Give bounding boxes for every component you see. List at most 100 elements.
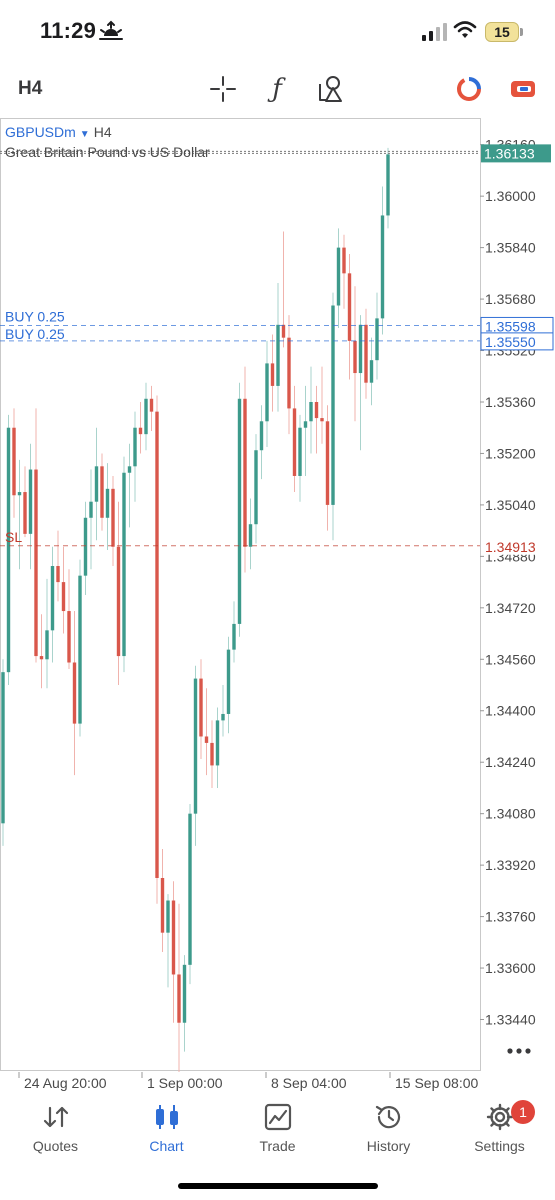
candle-bull[interactable] xyxy=(166,900,170,933)
order-price-tag xyxy=(481,537,553,555)
one-click-trading-icon[interactable] xyxy=(452,72,486,106)
candle-bull[interactable] xyxy=(254,450,258,525)
candle-bear[interactable] xyxy=(171,900,176,975)
order-price-label: 1.35598 xyxy=(485,318,536,334)
tab-quotes[interactable]: Quotes xyxy=(0,1100,111,1162)
candle-bull[interactable] xyxy=(94,466,99,502)
candle-bear[interactable] xyxy=(347,273,352,341)
candle-bull[interactable] xyxy=(182,964,187,1023)
candle-bull[interactable] xyxy=(265,363,269,422)
signal-icon xyxy=(422,23,447,41)
candle-bear[interactable] xyxy=(100,466,104,518)
y-tick-label: 1.34080 xyxy=(485,806,536,822)
candle-bull[interactable] xyxy=(221,713,225,721)
candle-bear[interactable] xyxy=(160,877,165,933)
tab-chart[interactable]: Chart xyxy=(111,1100,222,1162)
candle-bear[interactable] xyxy=(204,736,209,743)
candle-bull[interactable] xyxy=(331,305,335,505)
candle-bull[interactable] xyxy=(309,401,313,422)
chart-area[interactable]: 1.361601.360001.358401.356801.355201.353… xyxy=(0,118,555,1072)
candle-bull[interactable] xyxy=(369,360,374,383)
candle-bull[interactable] xyxy=(127,466,132,473)
candle-bull[interactable] xyxy=(298,427,302,476)
candle-bear[interactable] xyxy=(243,398,247,547)
symbol-dropdown-icon[interactable]: ▼ xyxy=(79,129,90,140)
candle-bear[interactable] xyxy=(199,678,203,737)
more-icon[interactable] xyxy=(506,1044,532,1058)
accounts-icon[interactable] xyxy=(506,72,540,106)
objects-icon[interactable] xyxy=(314,72,348,106)
candle-bear[interactable] xyxy=(12,427,16,496)
candle-bull[interactable] xyxy=(83,517,88,576)
candle-bear[interactable] xyxy=(72,662,77,724)
candlestick-chart[interactable]: 1.361601.360001.358401.356801.355201.353… xyxy=(0,118,555,1072)
candle-bull[interactable] xyxy=(193,678,198,814)
candle-bear[interactable] xyxy=(342,247,346,274)
home-indicator[interactable] xyxy=(178,1183,378,1189)
candle-bear[interactable] xyxy=(353,340,357,374)
candle-bull[interactable] xyxy=(386,154,390,216)
candle-bull[interactable] xyxy=(28,469,33,534)
candle-bear[interactable] xyxy=(287,337,291,409)
candle-bull[interactable] xyxy=(232,623,236,650)
candle-bull[interactable] xyxy=(358,324,363,374)
candle-bull[interactable] xyxy=(105,488,110,518)
candle-bull[interactable] xyxy=(188,813,192,965)
candle-bear[interactable] xyxy=(325,421,330,505)
candle-bear[interactable] xyxy=(111,488,115,547)
candle-bull[interactable] xyxy=(259,421,264,451)
candle-bear[interactable] xyxy=(314,401,319,419)
tab-settings[interactable]: Settings 1 xyxy=(444,1100,555,1162)
crosshair-icon[interactable] xyxy=(206,72,240,106)
x-tick-label: 15 Sep 08:00 xyxy=(395,1075,479,1091)
candle-bull[interactable] xyxy=(380,215,385,319)
y-tick-label: 1.34560 xyxy=(485,651,536,667)
y-tick-label: 1.34720 xyxy=(485,600,536,616)
candle-bear[interactable] xyxy=(56,566,60,583)
candle-bear[interactable] xyxy=(61,582,66,612)
candle-bear[interactable] xyxy=(292,408,297,476)
candle-bear[interactable] xyxy=(210,742,214,766)
candle-bull[interactable] xyxy=(133,427,137,467)
candle-bear[interactable] xyxy=(364,324,368,383)
candle-bear[interactable] xyxy=(177,974,181,1023)
symbol-header[interactable]: GBPUSDm ▼ H4 xyxy=(5,124,112,140)
candle-bear[interactable] xyxy=(116,546,121,657)
candle-bull[interactable] xyxy=(226,649,231,714)
candle-bear[interactable] xyxy=(270,363,275,386)
tab-label: History xyxy=(366,1138,411,1154)
tab-history[interactable]: History xyxy=(333,1100,444,1162)
candle-bull[interactable] xyxy=(276,324,280,386)
candle-bull[interactable] xyxy=(248,524,253,547)
timeframe-button[interactable]: H4 xyxy=(18,78,43,99)
candle-bull[interactable] xyxy=(50,566,55,631)
candle-bear[interactable] xyxy=(149,398,154,412)
chart-toolbar: H4 ƒ xyxy=(0,62,555,118)
candle-bull[interactable] xyxy=(237,398,242,624)
candle-bull[interactable] xyxy=(144,398,148,435)
candle-bull[interactable] xyxy=(375,318,379,361)
candle-bear[interactable] xyxy=(39,656,44,660)
candle-bear[interactable] xyxy=(138,427,143,435)
candle-bear[interactable] xyxy=(281,324,286,338)
candle-bull[interactable] xyxy=(89,501,93,518)
candle-bull[interactable] xyxy=(1,672,5,824)
candle-bull[interactable] xyxy=(17,492,22,496)
candle-bear[interactable] xyxy=(320,418,324,422)
candle-bear[interactable] xyxy=(155,411,159,878)
candle-bull[interactable] xyxy=(303,421,308,428)
candle-bull[interactable] xyxy=(6,427,11,673)
y-tick-label: 1.33600 xyxy=(485,960,536,976)
candle-bull[interactable] xyxy=(45,630,49,660)
candle-bull[interactable] xyxy=(336,247,341,306)
candle-bull[interactable] xyxy=(215,720,220,766)
candle-bull[interactable] xyxy=(122,472,126,657)
indicators-icon[interactable]: ƒ xyxy=(272,74,282,104)
tab-trade[interactable]: Trade xyxy=(222,1100,333,1162)
candle-bear[interactable] xyxy=(34,469,38,657)
candle-bear[interactable] xyxy=(67,611,71,663)
candle-bear[interactable] xyxy=(23,492,27,534)
order-price-label: 1.35550 xyxy=(485,334,536,350)
symbol-name[interactable]: GBPUSDm xyxy=(5,124,76,140)
candle-bull[interactable] xyxy=(78,575,82,724)
